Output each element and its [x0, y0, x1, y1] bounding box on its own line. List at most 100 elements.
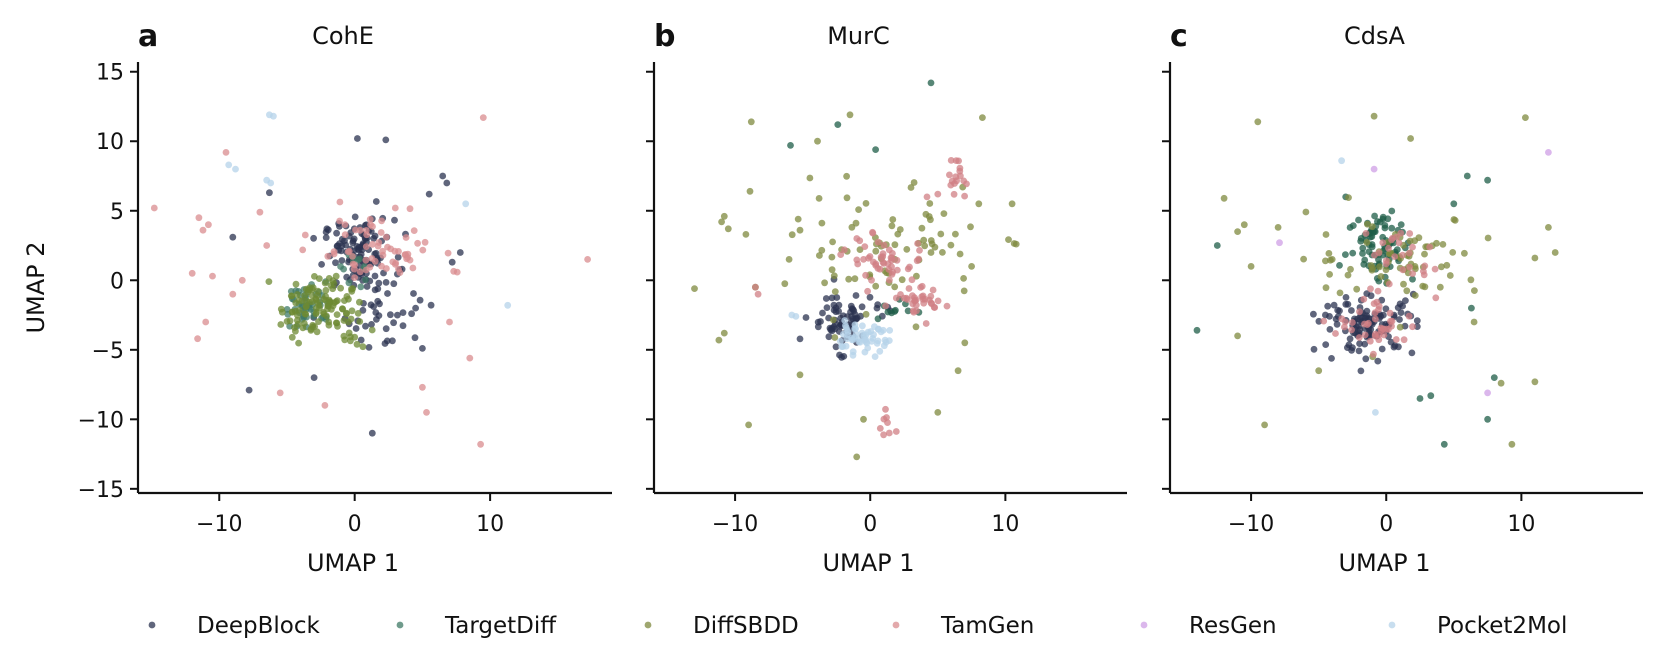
scatter-points	[150, 111, 591, 448]
scatter-point	[861, 336, 869, 344]
scatter-point	[322, 286, 330, 294]
scatter-point	[309, 286, 316, 293]
scatter-point	[1397, 309, 1405, 316]
scatter-point	[362, 243, 370, 251]
scatter-point	[927, 79, 935, 87]
scatter-point	[278, 308, 286, 316]
scatter-point	[1426, 243, 1433, 251]
scatter-point	[1497, 379, 1505, 387]
scatter-point	[1470, 318, 1478, 326]
scatter-point	[1388, 207, 1396, 215]
scatter-point	[882, 302, 889, 310]
scatter-point	[830, 272, 838, 280]
scatter-point	[222, 149, 230, 156]
scatter-point	[1220, 194, 1228, 202]
scatter-point	[837, 337, 844, 345]
scatter-point	[356, 318, 364, 325]
y-tick-label: 15	[96, 61, 124, 86]
scatter-point	[1400, 336, 1408, 344]
scatter-point	[853, 256, 861, 264]
series-diffsbdd	[1220, 112, 1559, 448]
scatter-point	[399, 322, 407, 330]
scatter-point	[842, 342, 850, 350]
scatter-point	[1347, 265, 1354, 273]
scatter-point	[1385, 280, 1393, 288]
y-tick-label: −5	[92, 339, 124, 364]
scatter-point	[1341, 318, 1349, 326]
scatter-point	[929, 286, 937, 294]
scatter-point	[1397, 229, 1405, 237]
scatter-point	[336, 217, 343, 225]
scatter-point	[1387, 317, 1394, 325]
scatter-point	[293, 291, 301, 298]
scatter-point	[1310, 310, 1317, 318]
scatter-point	[894, 230, 902, 238]
scatter-point	[410, 290, 417, 297]
scatter-point	[837, 251, 845, 258]
scatter-point	[832, 343, 840, 351]
scatter-point	[359, 343, 367, 351]
scatter-point	[1348, 307, 1355, 314]
scatter-point	[1368, 223, 1376, 231]
scatter-point	[303, 297, 310, 305]
scatter-point	[354, 310, 362, 317]
scatter-point	[421, 238, 429, 246]
scatter-point	[1405, 249, 1413, 257]
scatter-point	[819, 309, 826, 317]
scatter-point	[871, 353, 879, 360]
scatter-point	[348, 307, 356, 315]
scatter-point	[866, 253, 874, 260]
scatter-point	[338, 257, 346, 264]
scatter-point	[363, 283, 371, 290]
legend-marker	[396, 621, 404, 629]
scatter-point	[1484, 389, 1491, 397]
scatter-point	[788, 231, 796, 239]
scatter-point	[343, 273, 351, 281]
legend-marker	[892, 621, 900, 629]
y-axis-label: UMAP 2	[22, 241, 50, 333]
scatter-point	[1342, 251, 1349, 258]
scatter-point	[834, 121, 842, 128]
scatter-point	[1451, 217, 1459, 224]
scatter-point	[724, 225, 732, 233]
scatter-point	[1419, 282, 1427, 290]
scatter-point	[794, 215, 802, 223]
scatter-point	[356, 255, 363, 263]
scatter-point	[1361, 340, 1369, 348]
scatter-point	[1344, 271, 1352, 279]
scatter-point	[1355, 216, 1362, 224]
legend-label: DeepBlock	[197, 613, 320, 639]
scatter-point	[1342, 300, 1350, 308]
scatter-point	[229, 233, 237, 241]
scatter-point	[339, 305, 346, 313]
scatter-point	[908, 276, 916, 284]
scatter-point	[1326, 313, 1333, 320]
scatter-point	[444, 249, 452, 257]
scatter-point	[796, 226, 804, 234]
scatter-point	[302, 310, 310, 318]
x-tick-label: 0	[863, 512, 877, 537]
scatter-point	[927, 249, 935, 256]
scatter-point	[828, 253, 836, 261]
y-tick-label: −15	[78, 478, 124, 503]
scatter-point	[840, 353, 848, 360]
scatter-point	[1367, 285, 1374, 293]
scatter-point	[404, 250, 412, 258]
scatter-point	[1392, 336, 1400, 343]
scatter-point	[1276, 239, 1283, 247]
scatter-point	[446, 318, 453, 326]
legend-label: Pocket2Mol	[1437, 613, 1567, 639]
scatter-point	[1449, 249, 1457, 256]
scatter-point	[387, 311, 394, 319]
y-tick-label: 5	[110, 200, 124, 225]
scatter-point	[1377, 273, 1385, 280]
scatter-point	[349, 253, 356, 260]
scatter-point	[885, 429, 893, 437]
scatter-point	[372, 198, 380, 205]
scatter-point	[1353, 285, 1361, 293]
scatter-point	[477, 440, 484, 448]
scatter-point	[873, 304, 881, 312]
scatter-point	[715, 336, 723, 344]
scatter-point	[886, 276, 893, 284]
scatter-point	[391, 216, 398, 224]
